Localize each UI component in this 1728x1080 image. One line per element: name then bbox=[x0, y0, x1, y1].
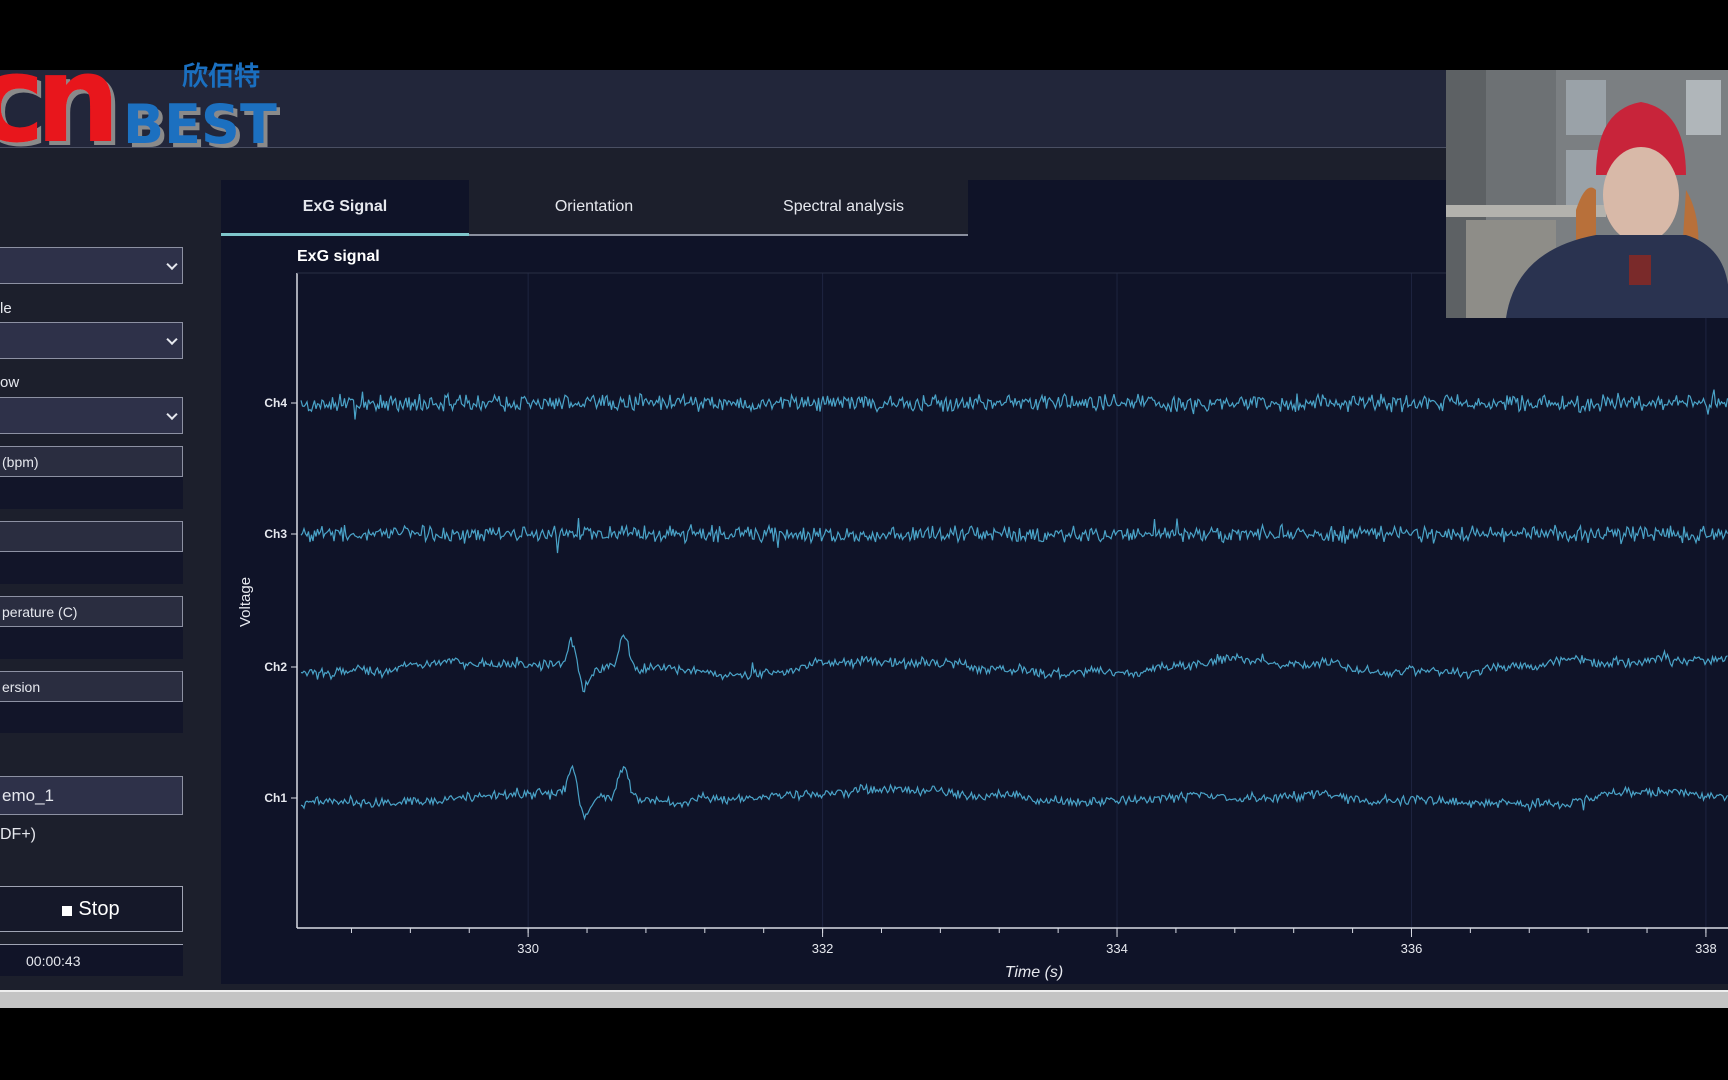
window-select[interactable] bbox=[0, 397, 183, 434]
signal-trace-ch4 bbox=[300, 389, 1728, 420]
x-axis-label: Time (s) bbox=[1005, 964, 1064, 981]
plot-title: ExG signal bbox=[297, 248, 380, 265]
stop-icon bbox=[62, 905, 73, 916]
temperature-value bbox=[0, 627, 183, 659]
x-tick-label: 332 bbox=[812, 941, 834, 956]
x-tick-label: 338 bbox=[1695, 941, 1717, 956]
header-bar bbox=[0, 70, 1728, 148]
channel-label: Ch3 bbox=[264, 527, 287, 541]
file-format-label: DF+) bbox=[0, 826, 36, 843]
logo-best: BEST bbox=[123, 93, 277, 155]
filename-input[interactable]: emo_1 bbox=[0, 776, 183, 815]
signal-trace-ch1 bbox=[300, 764, 1728, 821]
x-tick-label: 334 bbox=[1106, 941, 1128, 956]
firmware-version-value bbox=[0, 702, 183, 733]
firmware-version-label: ersion bbox=[0, 671, 183, 702]
field-value bbox=[0, 552, 183, 584]
logo-chinese: 欣佰特 bbox=[182, 61, 260, 92]
signal-trace-ch2 bbox=[300, 634, 1728, 693]
window-scrollbar[interactable] bbox=[0, 990, 1728, 1008]
channel-label: Ch2 bbox=[264, 660, 287, 674]
y-axis-label: Voltage bbox=[237, 577, 254, 627]
tab-orientation[interactable]: Orientation bbox=[554, 198, 634, 215]
logo-cn: cn bbox=[0, 45, 112, 155]
exg-chart[interactable]: 330 332 334 336 338 Ch4 Ch3 Ch2 Ch1 Voltage Time… bbox=[221, 260, 1728, 984]
chevron-down-icon bbox=[166, 408, 178, 420]
temperature-label: perature (C) bbox=[0, 596, 183, 627]
heart-rate-label: (bpm) bbox=[0, 446, 183, 477]
tab-spectral-analysis[interactable]: Spectral analysis bbox=[783, 198, 904, 215]
chevron-down-icon bbox=[166, 258, 178, 270]
sidebar-label: le bbox=[0, 300, 12, 317]
tab-exg-signal[interactable]: ExG Signal bbox=[221, 180, 469, 236]
device-select[interactable] bbox=[0, 247, 183, 284]
heart-rate-value bbox=[0, 477, 183, 509]
webcam-feed bbox=[1446, 70, 1728, 318]
mode-select[interactable] bbox=[0, 322, 183, 359]
sidebar-label: ow bbox=[0, 374, 20, 391]
channel-label: Ch1 bbox=[264, 791, 287, 805]
x-tick-label: 330 bbox=[517, 941, 539, 956]
tab-bar: ExG Signal Orientation Spectral analysis bbox=[221, 180, 968, 236]
signal-trace-ch3 bbox=[300, 518, 1728, 554]
recording-timer: 00:00:43 bbox=[0, 944, 183, 976]
webcam-video-icon bbox=[1446, 70, 1728, 318]
chevron-down-icon bbox=[166, 333, 178, 345]
field-label bbox=[0, 521, 183, 552]
stop-button[interactable]: Stop bbox=[0, 886, 183, 932]
logo-watermark: cn BEST 欣佰特 bbox=[0, 45, 277, 155]
channel-label: Ch4 bbox=[264, 396, 287, 410]
stop-label: Stop bbox=[78, 897, 120, 920]
x-tick-label: 336 bbox=[1401, 941, 1423, 956]
